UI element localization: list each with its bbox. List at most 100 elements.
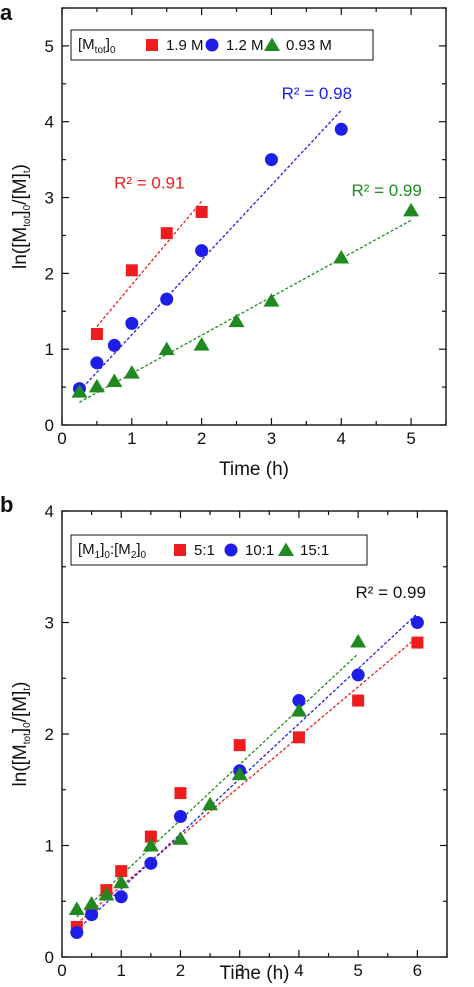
panel-letter: a	[0, 0, 13, 25]
y-tick-label: 4	[45, 502, 54, 521]
data-point-triangle	[98, 887, 115, 901]
data-point-triangle	[193, 337, 210, 351]
y-axis-title: ln([Mtot]0/[M]t)	[10, 164, 33, 269]
x-tick-label: 4	[337, 429, 346, 448]
data-point-circle	[107, 338, 121, 352]
legend: [Mtot]0 1.9 M 1.2 M 0.93 M	[70, 29, 374, 61]
data-point-circle	[351, 668, 365, 682]
y-tick-label: 4	[45, 113, 54, 132]
y-tick-label: 0	[45, 416, 54, 435]
data-point-triangle	[113, 874, 130, 889]
x-axis-title: Time (h)	[219, 963, 289, 984]
y-axis-title-group: ln([Mtot]0/[M]t)	[10, 682, 33, 787]
panel-letter: b	[0, 492, 13, 517]
data-point-square	[90, 328, 103, 341]
data-point-circle	[114, 890, 128, 904]
data-point-triangle	[263, 293, 280, 307]
fit-line	[76, 613, 418, 931]
plot-frame	[61, 510, 448, 958]
data-point-square	[292, 731, 305, 744]
legend-box	[70, 534, 368, 566]
data-point-triangle	[142, 838, 159, 852]
y-tick-label: 3	[45, 189, 54, 208]
y-tick-label: 2	[45, 725, 54, 744]
legend-label: 15:1	[300, 542, 329, 559]
plot-frame	[61, 7, 447, 426]
data-point-circle	[334, 122, 348, 136]
fit-line	[79, 219, 412, 403]
x-tick-label: 3	[267, 429, 276, 448]
fit-line	[76, 653, 359, 918]
panel-a: a 0 1 2 3 4 5 0 1 2 3 4 5 Time (h) ln([Mtot]0/[M]t) R² …	[0, 0, 447, 480]
data-point-triangle	[68, 901, 85, 916]
data-point-triangle	[88, 378, 105, 393]
legend: [M1]0:[M2]0 5:1 10:1 15:1	[70, 534, 368, 566]
data-point-triangle	[333, 249, 350, 264]
x-tick-label: 3	[235, 961, 244, 980]
data-point-square	[160, 227, 173, 240]
y-tick-label: 3	[45, 614, 54, 633]
y-axis-title: ln([Mtot]0/[M]t)	[10, 682, 33, 787]
data-point-triangle	[202, 796, 219, 811]
data-point-circle	[144, 856, 158, 870]
y-tick-label: 5	[45, 37, 54, 56]
data-point-circle	[85, 908, 99, 922]
legend-label: 0.93 M	[286, 37, 332, 54]
panel-b: b 0 1 2 3 4 5 6 0 1 2 3 4 Time (h) ln([Mtot]0/[M]t) R² …	[0, 492, 448, 984]
legend-marker-triangle	[278, 542, 294, 556]
legend-label: 1.2 M	[226, 37, 264, 54]
legend-title: [M1]0:[M2]0	[78, 541, 147, 561]
legend-label: 10:1	[245, 542, 274, 559]
y-tick-label: 1	[45, 837, 54, 856]
data-point-triangle	[403, 202, 420, 217]
x-tick-label: 1	[116, 961, 125, 980]
y-tick-label: 2	[45, 264, 54, 283]
data-point-circle	[160, 292, 174, 306]
x-tick-label: 2	[176, 961, 185, 980]
x-axis-title: Time (h)	[219, 459, 289, 480]
legend-marker-triangle	[264, 37, 280, 51]
legend-box	[70, 29, 374, 61]
data-point-square	[411, 636, 424, 649]
x-tick-label: 6	[413, 961, 422, 980]
data-point-triangle	[83, 895, 100, 910]
data-point-square	[144, 830, 157, 843]
fit-line	[96, 200, 203, 327]
r2-annotation: R² = 0.91	[114, 173, 184, 192]
x-tick-label: 1	[127, 429, 136, 448]
x-tick-label: 0	[57, 961, 66, 980]
legend-marker-circle	[224, 543, 238, 557]
legend-marker-square	[146, 39, 158, 51]
x-tick-label: 5	[406, 429, 415, 448]
r2-annotation: R² = 0.98	[282, 84, 352, 103]
x-tick-label: 4	[294, 961, 303, 980]
data-point-square	[115, 865, 128, 878]
legend-label: 5:1	[194, 542, 215, 559]
data-point-triangle	[350, 633, 367, 648]
y-tick-label: 0	[45, 948, 54, 967]
data-point-triangle	[71, 384, 88, 398]
y-tick-label: 1	[45, 340, 54, 359]
legend-title: [Mtot]0	[78, 36, 116, 56]
x-tick-label: 0	[57, 429, 66, 448]
data-point-circle	[410, 616, 424, 629]
data-point-circle	[292, 694, 306, 708]
data-point-square	[125, 264, 138, 277]
data-point-square	[352, 694, 365, 707]
data-point-circle	[173, 810, 187, 824]
data-point-triangle	[106, 373, 123, 388]
data-point-triangle	[228, 313, 245, 328]
data-point-triangle	[172, 831, 189, 845]
y-axis-title-group: ln([Mtot]0/[M]t)	[10, 164, 33, 269]
data-point-circle	[70, 925, 84, 939]
fit-line	[76, 636, 418, 925]
data-point-triangle	[158, 341, 175, 356]
r2-annotation: R² = 0.99	[351, 181, 421, 200]
data-point-square	[233, 739, 246, 752]
data-point-square	[195, 205, 208, 218]
data-point-triangle	[123, 365, 140, 379]
data-point-triangle	[231, 766, 248, 781]
legend-marker-square	[174, 544, 186, 556]
data-point-circle	[264, 153, 278, 167]
